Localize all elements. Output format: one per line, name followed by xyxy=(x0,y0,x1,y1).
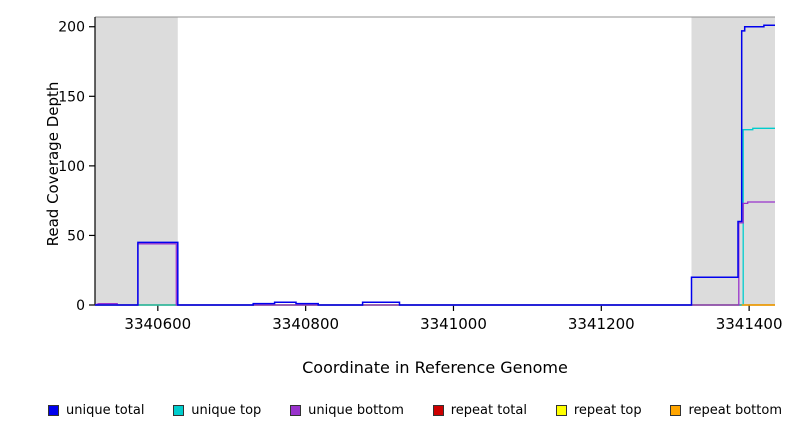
y-axis-label: Read Coverage Depth xyxy=(44,81,62,247)
y-tick-label: 0 xyxy=(76,298,85,314)
legend-item-unique-bottom: unique bottom xyxy=(290,403,404,418)
legend-swatch-repeat-top xyxy=(555,404,567,416)
x-tick-label: 3340800 xyxy=(272,315,339,333)
highlight-region xyxy=(95,17,178,305)
series-unique-total xyxy=(95,24,775,306)
y-tick-label: 100 xyxy=(58,159,85,175)
series-unique-top xyxy=(95,127,775,306)
coverage-plot: 0 50 100 150 200 3340600 3340800 3341000 3341200… xyxy=(58,16,783,333)
legend-item-unique-top: unique top xyxy=(173,403,261,418)
legend-label-unique-total: unique total xyxy=(66,402,145,418)
legend-swatch-repeat-total xyxy=(432,404,444,416)
legend-label-unique-top: unique top xyxy=(191,402,262,418)
x-tick-label: 3341000 xyxy=(420,315,487,333)
legend-item-repeat-total: repeat total xyxy=(432,402,527,418)
x-tick-label: 3341400 xyxy=(716,315,783,333)
series-unique-bottom xyxy=(94,201,775,306)
highlight-region xyxy=(691,17,775,305)
y-tick-label: 200 xyxy=(58,20,85,36)
legend-swatch-unique-top xyxy=(173,404,185,416)
legend-swatch-repeat-bottom xyxy=(670,404,682,416)
legend-label-unique-bottom: unique bottom xyxy=(308,402,404,418)
legend-swatch-unique-total xyxy=(48,404,59,416)
legend-item-repeat-bottom: repeat bottom xyxy=(670,403,782,418)
x-tick-label: 3340600 xyxy=(124,315,191,333)
legend-label-repeat-bottom: repeat bottom xyxy=(688,402,782,418)
y-tick-label: 50 xyxy=(67,228,85,244)
legend-label-repeat-total: repeat total xyxy=(450,402,527,418)
legend-item-repeat-top: repeat top xyxy=(555,402,642,418)
legend-label-repeat-top: repeat top xyxy=(573,402,642,418)
legend-swatch-unique-bottom xyxy=(290,404,302,416)
x-axis-label: Coordinate in Reference Genome xyxy=(302,358,568,377)
x-tick-label: 3341200 xyxy=(568,315,635,333)
legend-item-unique-total: unique total xyxy=(48,403,144,418)
legend: unique total unique top unique bottom repea… xyxy=(48,398,782,422)
y-tick-label: 150 xyxy=(58,89,85,105)
